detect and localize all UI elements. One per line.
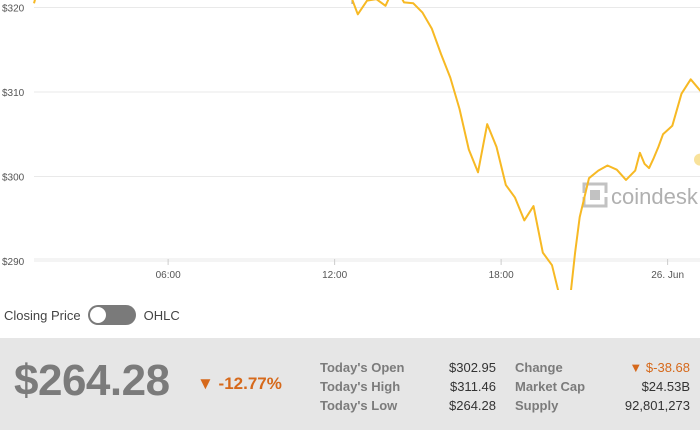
y-tick-label: $300 <box>2 173 25 184</box>
x-tick-label: 06:00 <box>156 270 181 281</box>
x-tick-label: 18:00 <box>489 270 514 281</box>
y-tick-label: $290 <box>2 257 25 268</box>
stat-value: $264.28 <box>449 398 496 413</box>
closing-price-label[interactable]: Closing Price <box>4 307 81 323</box>
percent-change: ▼ -12.77% <box>197 374 282 393</box>
stat-value: $302.95 <box>449 360 496 375</box>
stat-label: Today's High <box>320 379 401 394</box>
watermark-text: coindesk <box>611 184 699 209</box>
stat-value: 92,801,273 <box>624 398 690 413</box>
switch-knob[interactable] <box>89 307 106 323</box>
stat-value: ▼ $-38.68 <box>629 360 690 375</box>
y-tick-label: $310 <box>2 88 25 99</box>
stat-label: Today's Open <box>320 360 405 375</box>
stat-label: Today's Low <box>320 398 398 413</box>
stat-value: $24.53B <box>641 379 690 394</box>
x-tick-label: 12:00 <box>322 270 347 281</box>
y-tick-label: $320 <box>2 4 25 15</box>
x-tick-label: 26. Jun <box>651 270 684 281</box>
x-axis-ticks: 06:00 12:00 18:00 26. Jun <box>156 259 684 281</box>
coindesk-watermark: coindesk <box>582 182 699 209</box>
ohlc-label[interactable]: OHLC <box>143 307 180 323</box>
stat-value: $311.46 <box>449 379 496 394</box>
current-price: $264.28 <box>14 356 170 405</box>
price-mode-toggle-row: Closing Price OHLC <box>0 304 180 326</box>
gridlines <box>34 7 700 262</box>
ticker-panel: $264.28 ▼ -12.77% Today's Open $302.95 To… <box>0 338 700 430</box>
y-axis-ticks: $330$320$310$300$290 <box>2 4 25 269</box>
series-line <box>33 0 700 290</box>
stat-label: Change <box>515 360 563 375</box>
price-chart[interactable]: $330$320$310$300$290 06:0012:0018:0026. … <box>0 0 700 290</box>
price-mode-switch[interactable] <box>87 305 136 325</box>
stat-label: Supply <box>515 398 559 413</box>
stat-label: Market Cap <box>515 379 586 394</box>
highlight-point[interactable] <box>694 153 700 166</box>
